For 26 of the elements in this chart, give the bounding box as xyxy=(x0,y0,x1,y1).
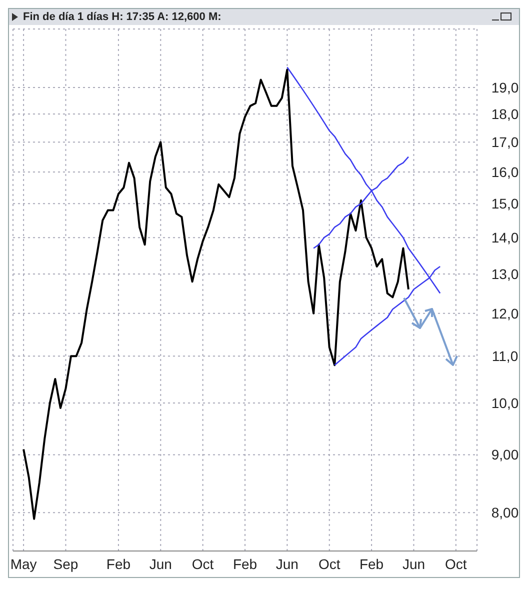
y-tick-label: 12,0 xyxy=(491,305,519,322)
y-tick-label: 11,0 xyxy=(492,348,518,364)
y-tick-label: 14,0 xyxy=(491,230,519,246)
chart-title: Fin de día 1 días H: 17:35 A: 12,600 M: xyxy=(9,9,519,25)
y-tick-label: 16,0 xyxy=(491,164,519,180)
y-tick-label: 17,0 xyxy=(491,134,519,150)
x-tick-label: Oct xyxy=(318,556,340,572)
x-tick-label: Oct xyxy=(192,556,214,572)
x-tick-label: Feb xyxy=(359,556,384,572)
x-tick-label: Sep xyxy=(53,556,78,572)
x-tick-label: Jun xyxy=(149,556,172,572)
y-tick-label: 18,0 xyxy=(491,106,519,122)
x-tick-label: Feb xyxy=(106,556,131,572)
y-tick-label: 10,0 xyxy=(491,394,519,411)
y-tick-label: 13,0 xyxy=(491,266,519,282)
x-tick-label: Jun xyxy=(402,556,426,572)
x-tick-label: Oct xyxy=(445,556,467,572)
y-tick-label: 9,00 xyxy=(491,446,519,463)
y-tick-label: 8,00 xyxy=(491,504,519,521)
y-tick-label: 19,0 xyxy=(491,79,519,96)
y-tick-label: 15,0 xyxy=(491,196,519,212)
x-tick-label: Feb xyxy=(232,556,258,572)
line-series xyxy=(22,68,410,520)
x-tick-label: May xyxy=(10,556,37,572)
x-tick-label: Jun xyxy=(276,556,298,572)
line-series xyxy=(312,156,410,249)
